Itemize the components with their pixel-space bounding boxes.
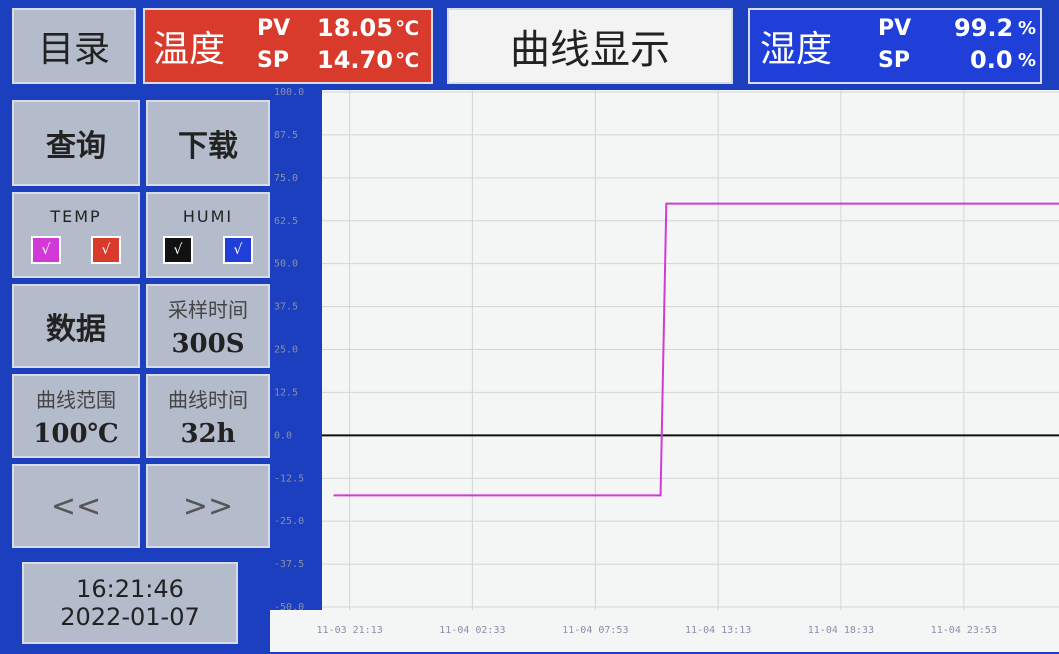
temp-toggle: TEMP √ √ xyxy=(12,192,140,278)
y-tick-label: 12.5 xyxy=(274,387,298,398)
x-tick-label: 11-04 07:53 xyxy=(562,625,628,636)
label: 数据 xyxy=(46,304,106,348)
chart: 100.0 87.5 75.0 62.5 50.0 37.5 25.0 12.5 0.0 -12.… xyxy=(270,88,1059,652)
data-button[interactable]: 数据 xyxy=(12,284,140,368)
y-tick-label: 62.5 xyxy=(274,216,298,227)
value: 300S xyxy=(171,329,244,359)
x-tick-label: 11-04 02:33 xyxy=(439,625,505,636)
time-button[interactable]: 曲线时间 32h xyxy=(146,374,270,458)
sp-label: SP xyxy=(257,48,289,73)
query-button[interactable]: 查询 xyxy=(12,100,140,186)
checkbox[interactable]: √ xyxy=(91,236,121,264)
x-tick-label: 11-04 23:53 xyxy=(931,625,997,636)
menu-label: 目录 xyxy=(38,20,110,72)
value: 100℃ xyxy=(33,419,118,449)
label: >> xyxy=(183,489,233,524)
sample-button[interactable]: 采样时间 300S xyxy=(146,284,270,368)
sp-label: SP xyxy=(878,48,910,73)
label: 下载 xyxy=(178,121,238,165)
humi-panel: 湿度 PV 99.2 % SP 0.0 % xyxy=(748,8,1042,84)
label: TEMP xyxy=(50,207,101,226)
checkbox[interactable]: √ xyxy=(31,236,61,264)
label: 查询 xyxy=(46,121,106,165)
pv-unit: ℃ xyxy=(395,16,419,40)
next-button[interactable]: >> xyxy=(146,464,270,548)
sp-unit: ℃ xyxy=(395,48,419,72)
label: 曲线时间 xyxy=(168,384,248,413)
x-tick-label: 11-03 21:13 xyxy=(317,625,383,636)
label: << xyxy=(51,489,101,524)
sp-value: 14.70 xyxy=(317,46,393,74)
prev-button[interactable]: << xyxy=(12,464,140,548)
menu-button[interactable]: 目录 xyxy=(12,8,136,84)
range-button[interactable]: 曲线范围 100℃ xyxy=(12,374,140,458)
hmi-screen: 目录 温度 PV 18.05 ℃ SP 14.70 ℃ 曲线显示 湿度 PV 9… xyxy=(0,0,1059,654)
y-tick-label: -50.0 xyxy=(274,602,304,613)
x-tick-label: 11-04 13:13 xyxy=(685,625,751,636)
y-tick-label: 37.5 xyxy=(274,302,298,313)
pv-value: 99.2 xyxy=(954,14,1013,42)
label: 曲线范围 xyxy=(36,384,116,413)
y-tick-label: 100.0 xyxy=(274,88,304,98)
x-tick-label: 11-04 18:33 xyxy=(808,625,874,636)
y-tick-label: 87.5 xyxy=(274,130,298,141)
y-tick-label: 50.0 xyxy=(274,259,298,270)
title-panel: 曲线显示 xyxy=(447,8,733,84)
sp-unit: % xyxy=(1018,50,1036,71)
y-tick-label: -12.5 xyxy=(274,473,304,484)
y-tick-label: 0.0 xyxy=(274,430,292,441)
checkbox[interactable]: √ xyxy=(163,236,193,264)
checkbox[interactable]: √ xyxy=(223,236,253,264)
pv-label: PV xyxy=(257,16,290,41)
pv-label: PV xyxy=(878,16,911,41)
clock-date: 2022-01-07 xyxy=(60,603,199,631)
download-button[interactable]: 下载 xyxy=(146,100,270,186)
humi-label: 湿度 xyxy=(760,20,832,72)
sp-value: 0.0 xyxy=(970,46,1013,74)
pv-value: 18.05 xyxy=(317,14,393,42)
page-title: 曲线显示 xyxy=(510,17,670,75)
value: 32h xyxy=(180,419,235,449)
humi-toggle: HUMI √ √ xyxy=(146,192,270,278)
label: 采样时间 xyxy=(168,294,248,323)
y-tick-label: 75.0 xyxy=(274,173,298,184)
temp-label: 温度 xyxy=(153,20,225,72)
y-tick-label: 25.0 xyxy=(274,345,298,356)
y-tick-label: -37.5 xyxy=(274,559,304,570)
y-tick-label: -25.0 xyxy=(274,516,304,527)
label: HUMI xyxy=(183,207,233,226)
temp-panel: 温度 PV 18.05 ℃ SP 14.70 ℃ xyxy=(143,8,433,84)
clock-time: 16:21:46 xyxy=(76,575,184,603)
pv-unit: % xyxy=(1018,18,1036,39)
